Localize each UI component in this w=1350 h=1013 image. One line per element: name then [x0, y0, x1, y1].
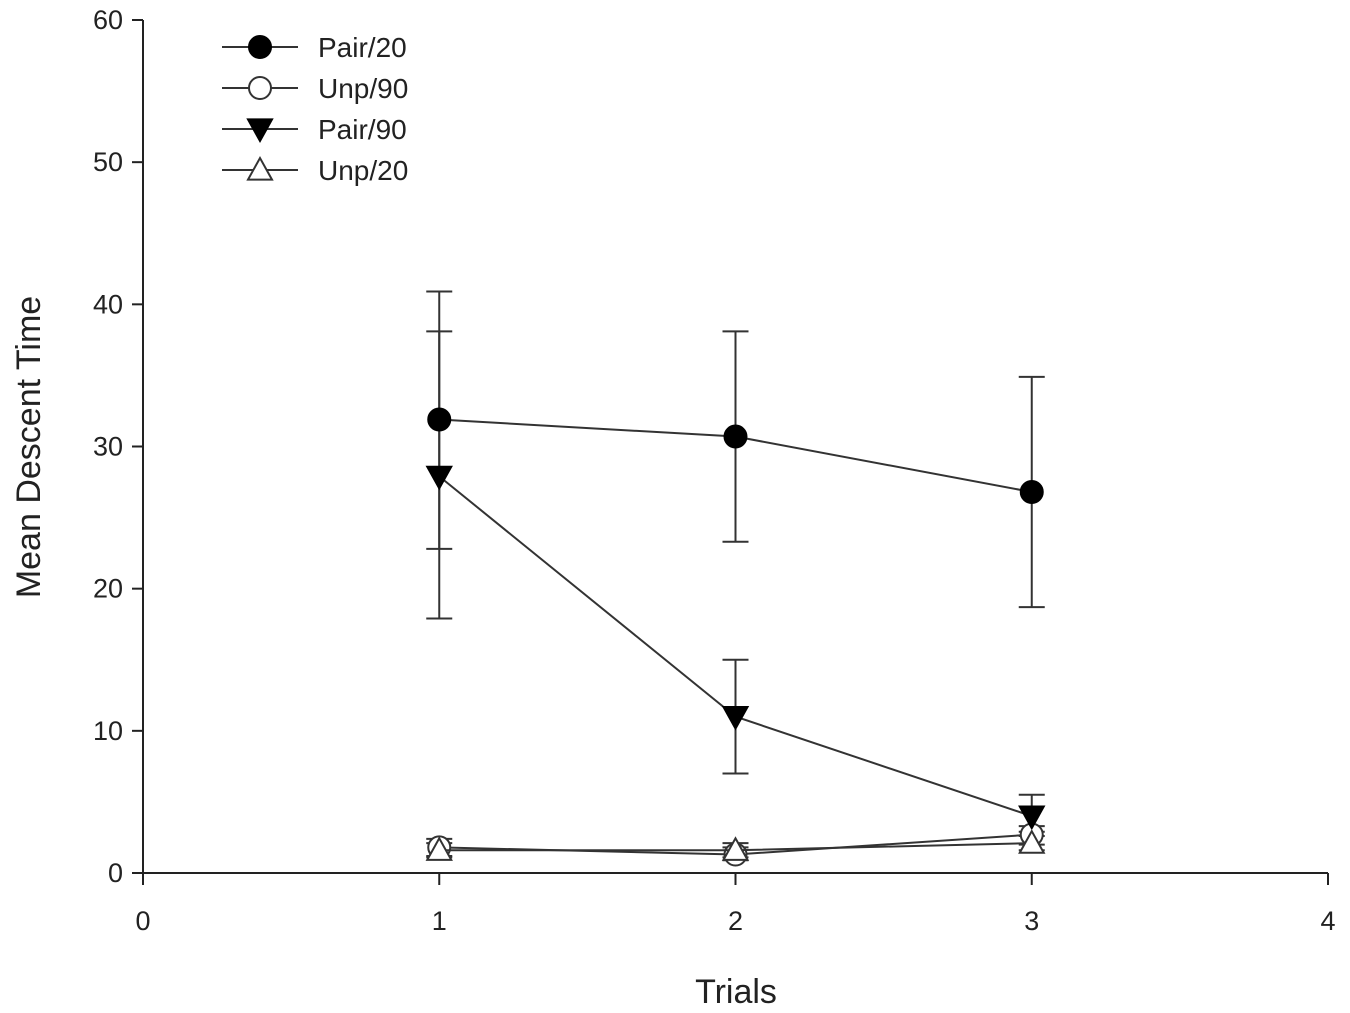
- y-tick-label: 60: [93, 5, 123, 35]
- legend-item: Pair/20: [222, 32, 407, 63]
- data-point: [1018, 829, 1046, 854]
- axes: 0 10 20 30 40 50 60 0 1 2 3 4: [93, 5, 1336, 936]
- data-point: [723, 424, 748, 449]
- legend: Pair/20 Unp/90 Pair/90 Unp/20: [222, 32, 408, 186]
- legend-label: Unp/90: [318, 73, 408, 104]
- data-point: [721, 836, 750, 861]
- y-axis-title: Mean Descent Time: [10, 296, 48, 598]
- legend-marker: [246, 155, 274, 181]
- legend-label: Unp/20: [318, 155, 408, 186]
- y-tick-label: 10: [93, 716, 123, 746]
- y-tick-label: 50: [93, 147, 123, 177]
- data-point: [1019, 479, 1044, 504]
- data-point: [1018, 805, 1046, 831]
- legend-marker: [246, 118, 274, 144]
- data-point: [425, 465, 453, 491]
- y-tick-label: 20: [93, 574, 123, 604]
- legend-marker: [248, 76, 272, 100]
- error-bars-pair-20: [426, 290, 1045, 620]
- data-point: [425, 836, 453, 861]
- series-pair-90: [425, 465, 1046, 831]
- data-point: [721, 706, 750, 731]
- x-tick-label: 3: [1024, 906, 1039, 936]
- y-ticks: 0 10 20 30 40 50 60: [93, 5, 143, 888]
- y-tick-label: 30: [93, 432, 123, 462]
- series-layer: [425, 290, 1046, 867]
- data-point: [427, 407, 452, 432]
- legend-item: Unp/90: [222, 73, 408, 104]
- x-tick-label: 1: [432, 906, 447, 936]
- legend-item: Unp/20: [222, 155, 408, 186]
- series-unp-20: [425, 829, 1046, 861]
- x-axis-title: Trials: [695, 973, 777, 1011]
- x-tick-label: 0: [135, 906, 150, 936]
- x-tick-label: 2: [728, 906, 743, 936]
- y-tick-label: 40: [93, 289, 123, 319]
- legend-item: Pair/90: [222, 114, 407, 145]
- y-tick-label: 0: [108, 858, 123, 888]
- legend-label: Pair/20: [318, 32, 407, 63]
- x-ticks: 0 1 2 3 4: [135, 873, 1336, 936]
- legend-label: Pair/90: [318, 114, 407, 145]
- x-tick-label: 4: [1320, 906, 1335, 936]
- legend-marker: [248, 35, 272, 59]
- series-pair-20: [427, 407, 1044, 504]
